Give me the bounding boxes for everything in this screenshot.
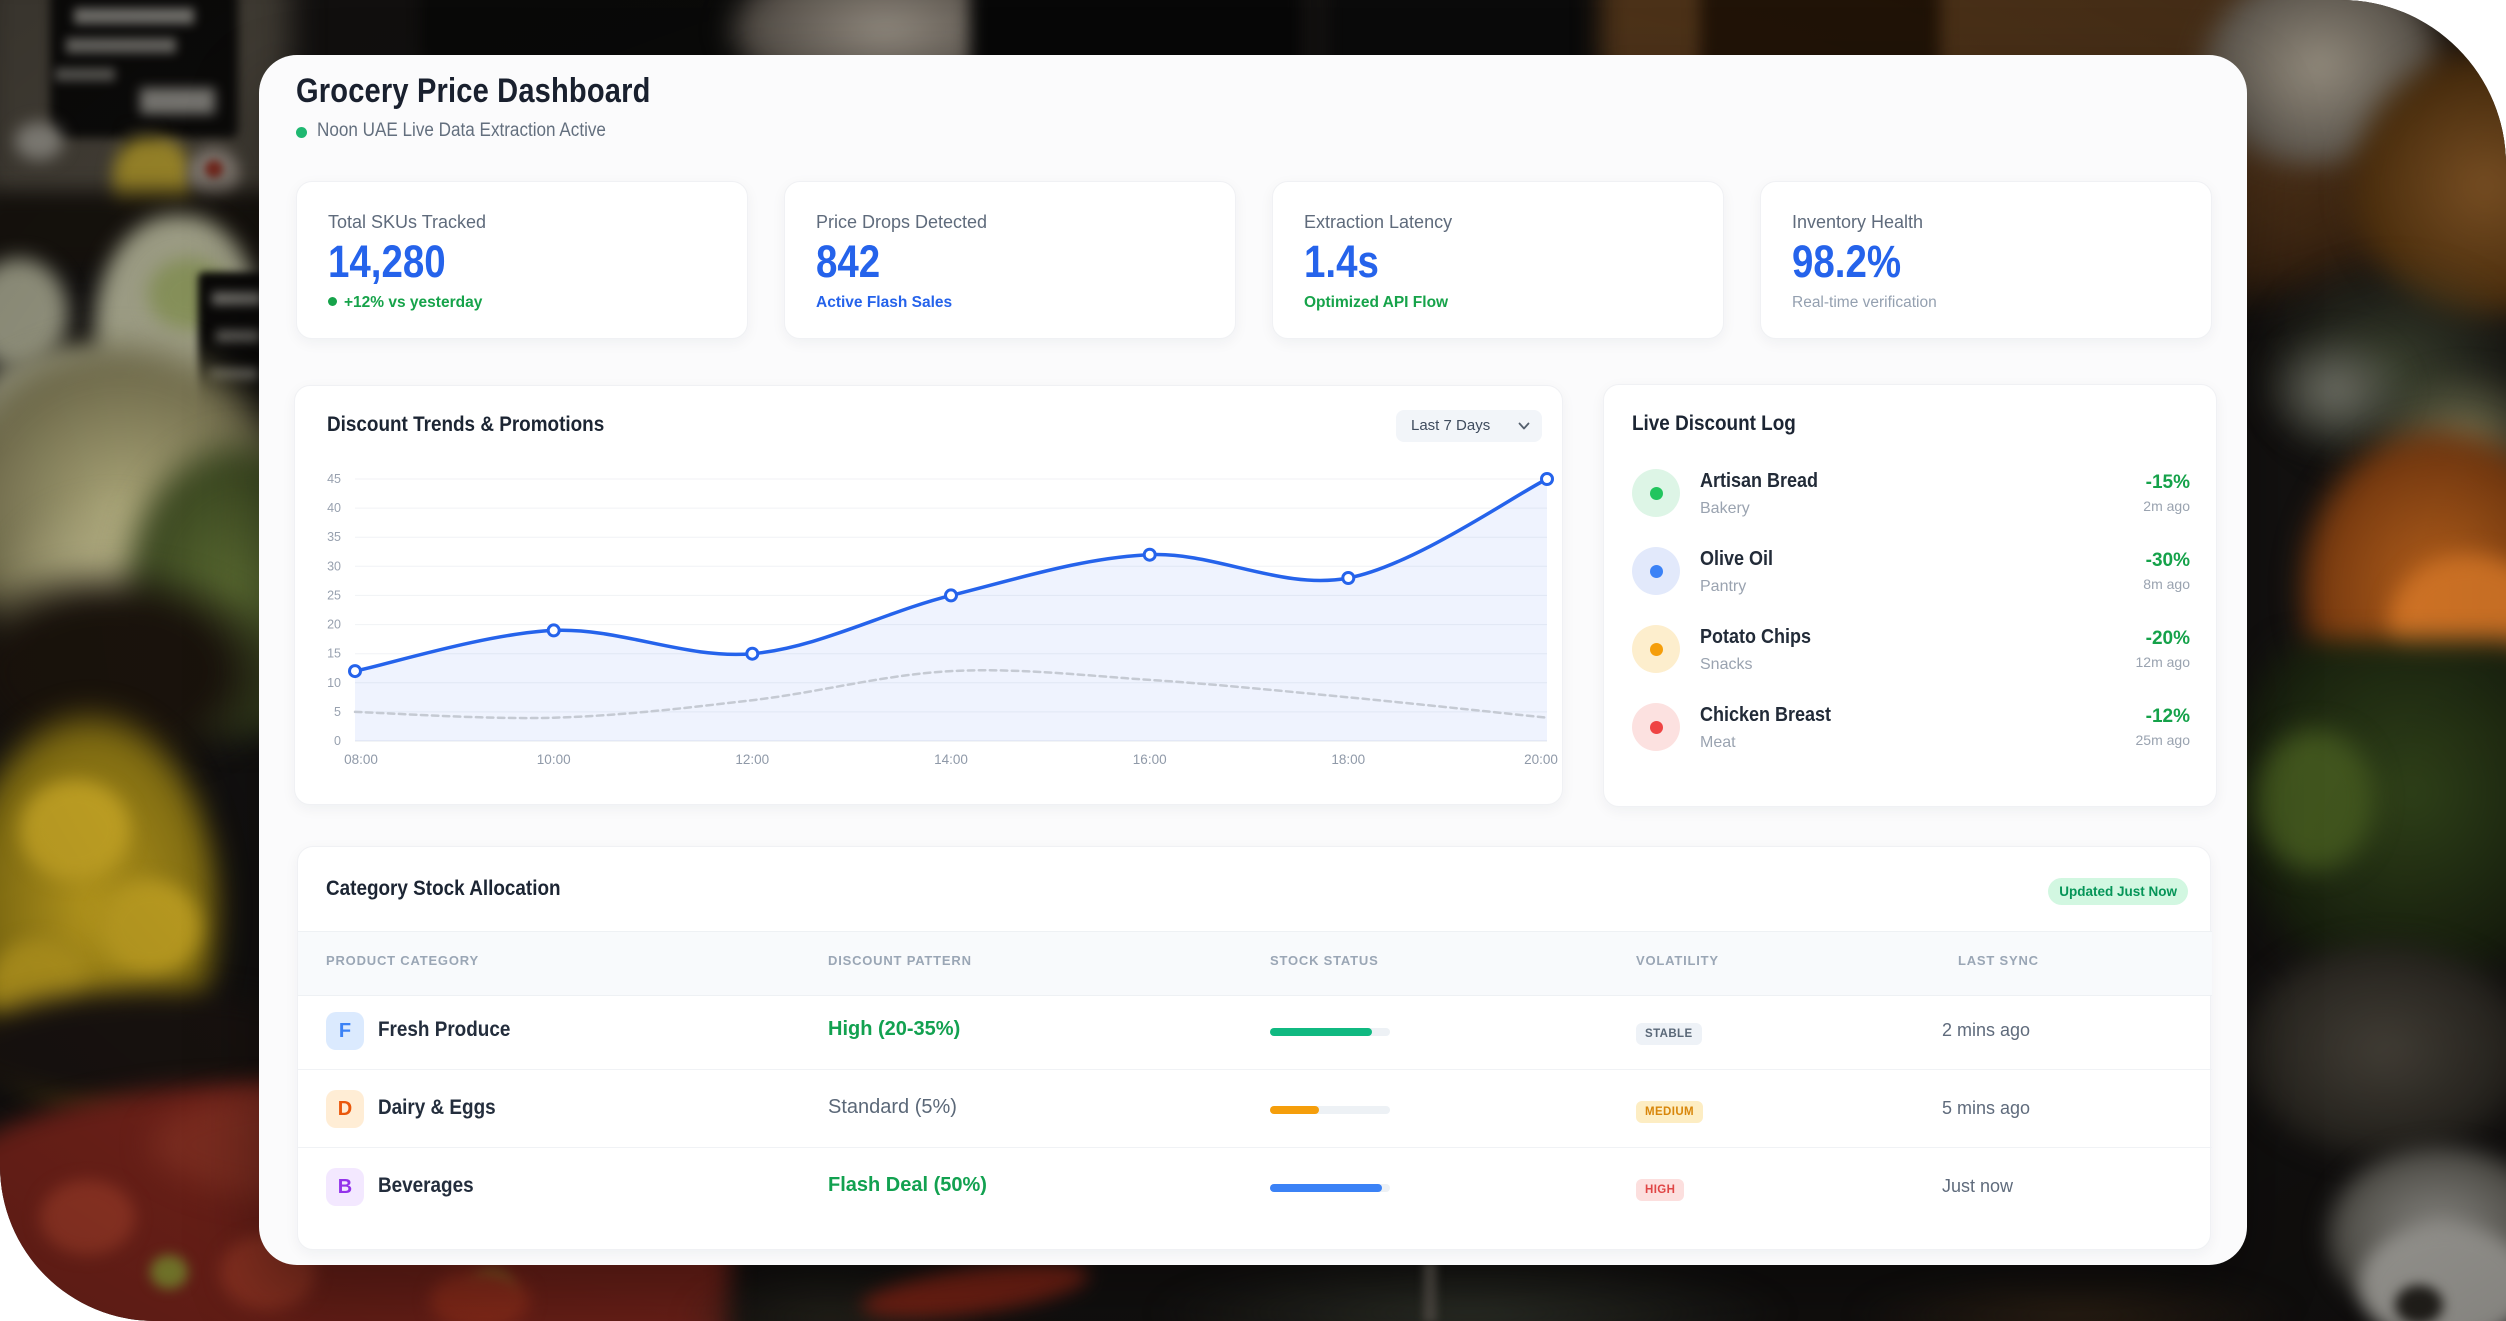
svg-text:35: 35 xyxy=(327,530,341,544)
svg-text:18:00: 18:00 xyxy=(1331,752,1365,767)
svg-text:20: 20 xyxy=(327,618,341,632)
svg-text:45: 45 xyxy=(327,472,341,486)
svg-text:40: 40 xyxy=(327,501,341,515)
svg-text:5: 5 xyxy=(334,705,341,719)
svg-text:10:00: 10:00 xyxy=(537,752,571,767)
svg-text:20:00: 20:00 xyxy=(1524,752,1558,767)
svg-text:25: 25 xyxy=(327,588,341,602)
svg-text:10: 10 xyxy=(327,676,341,690)
svg-text:14:00: 14:00 xyxy=(934,752,968,767)
svg-text:16:00: 16:00 xyxy=(1133,752,1167,767)
svg-text:30: 30 xyxy=(327,559,341,573)
svg-text:12:00: 12:00 xyxy=(735,752,769,767)
svg-text:0: 0 xyxy=(334,734,341,748)
svg-text:15: 15 xyxy=(327,647,341,661)
svg-text:08:00: 08:00 xyxy=(344,752,378,767)
